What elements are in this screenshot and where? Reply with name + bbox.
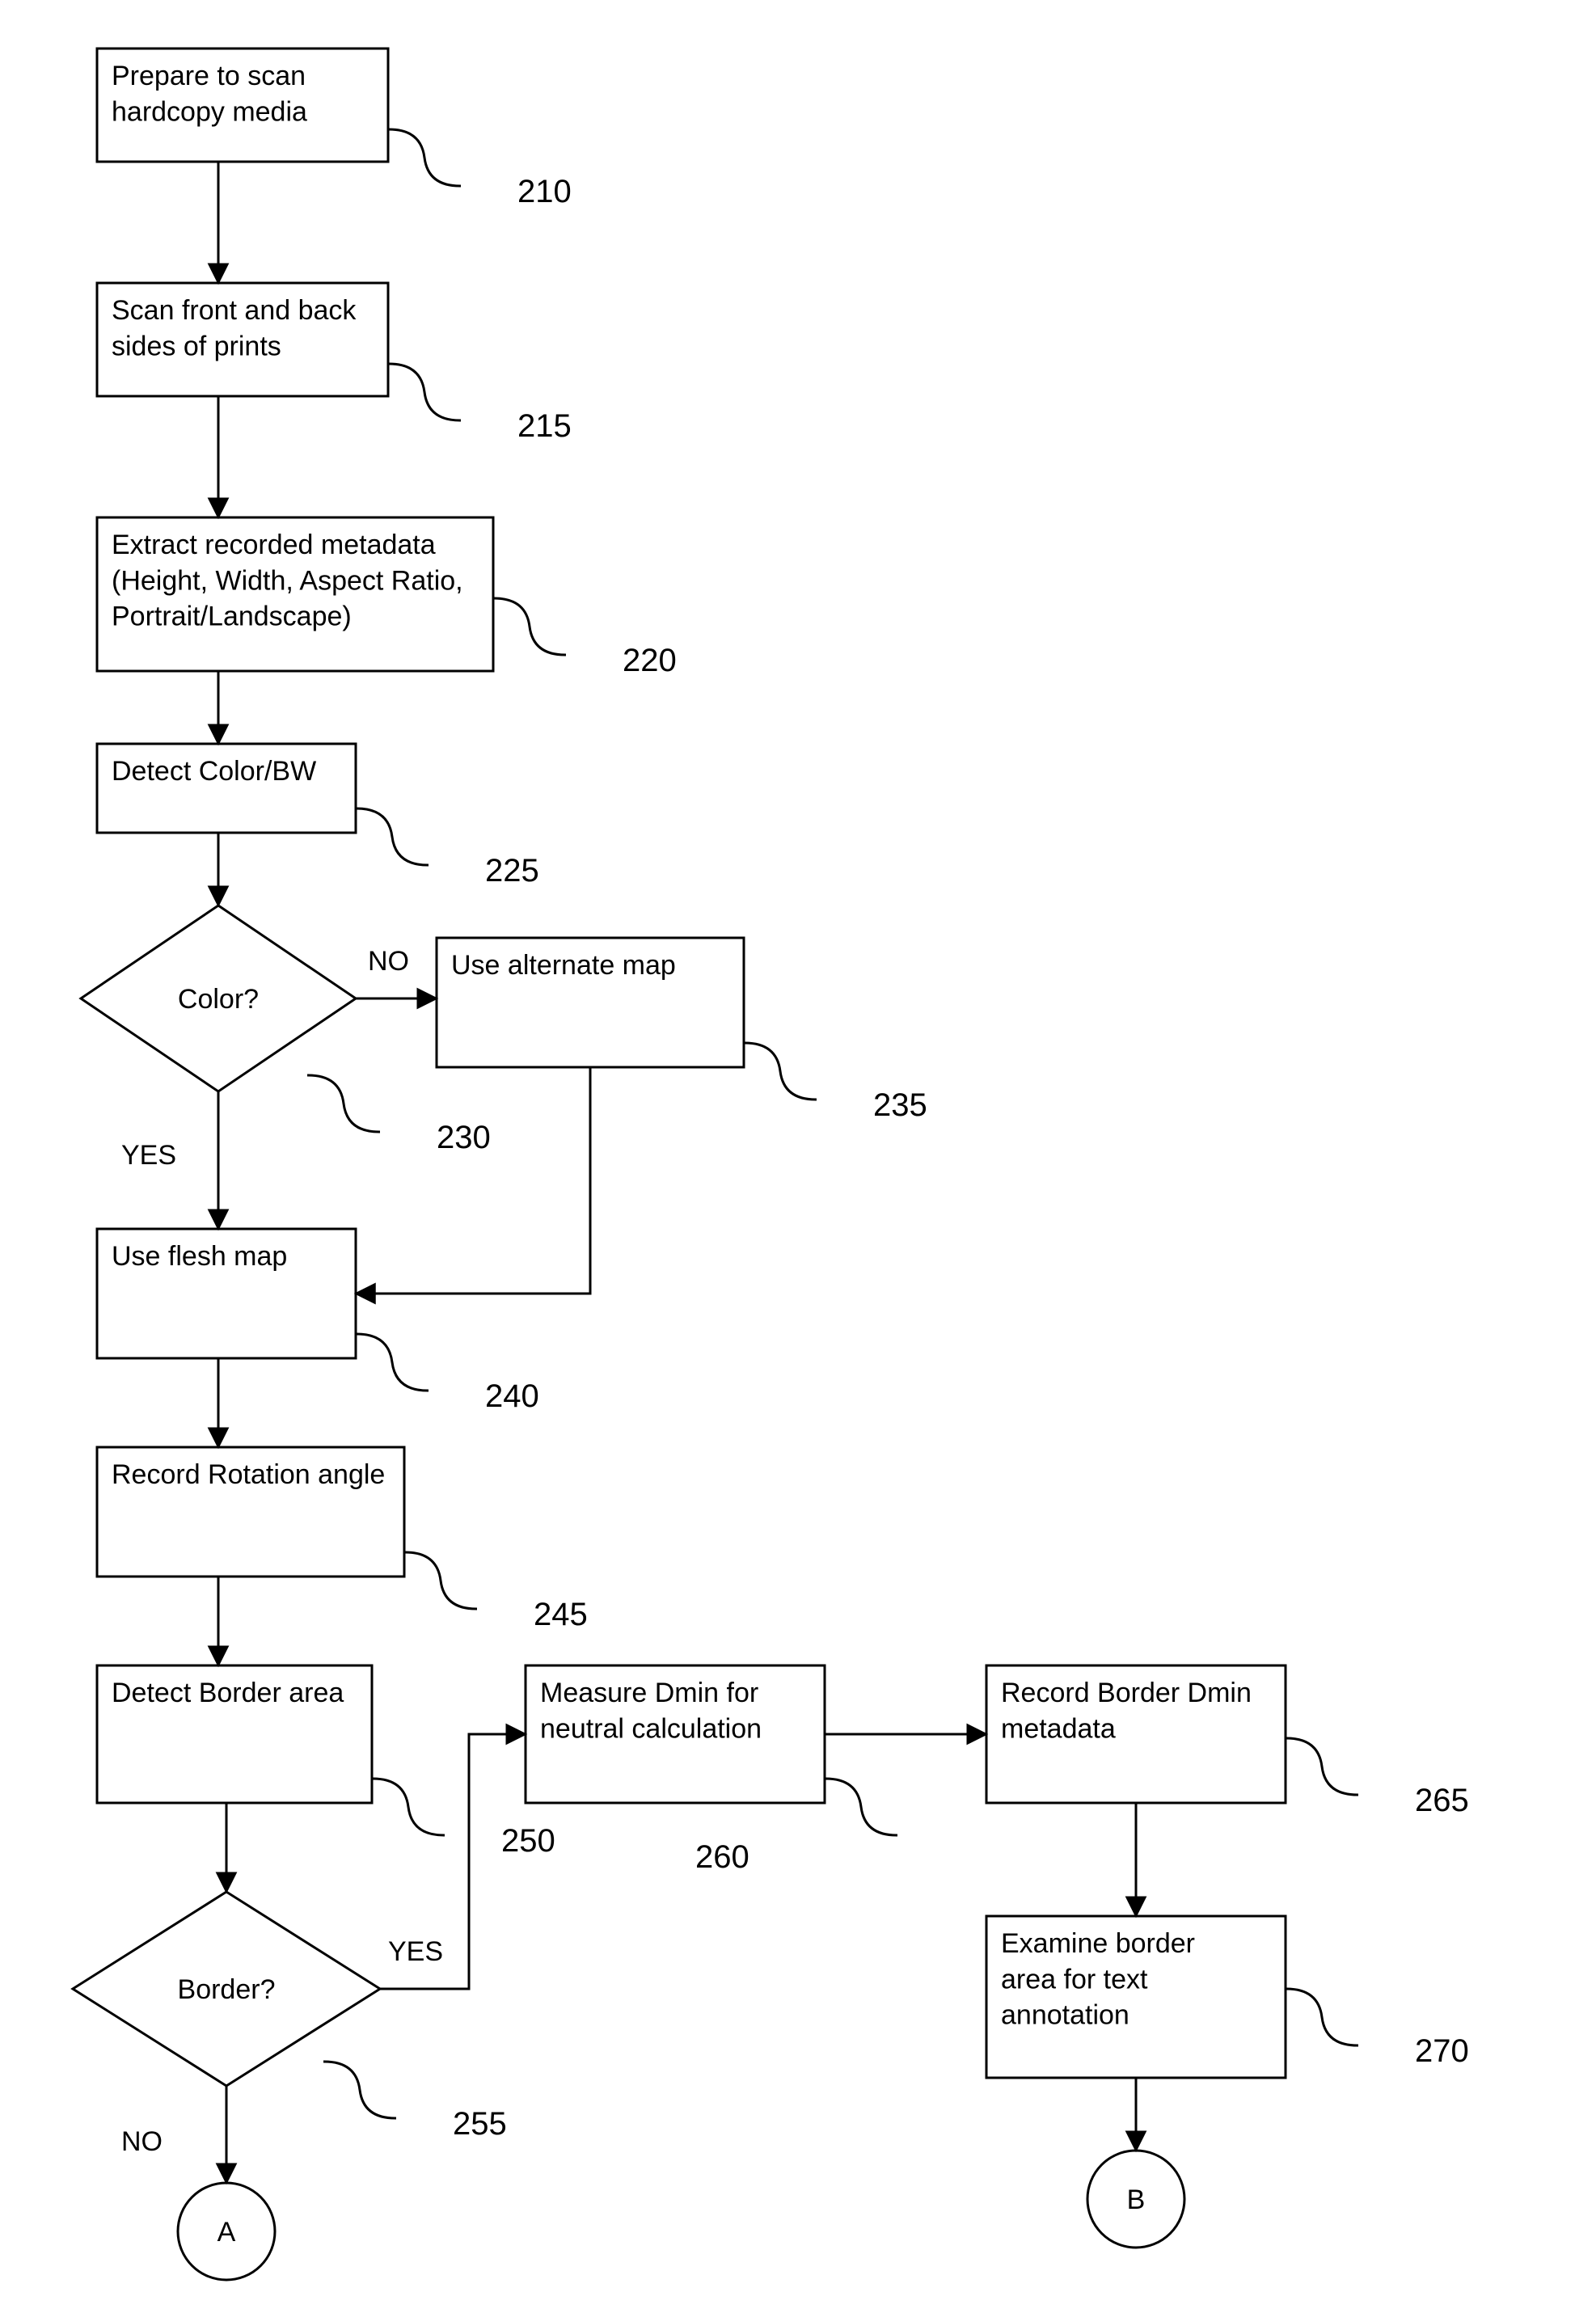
svg-text:Record Border Dmin: Record Border Dmin — [1001, 1678, 1252, 1708]
ref-label: 265 — [1415, 1783, 1469, 1818]
svg-text:Record Rotation angle: Record Rotation angle — [112, 1459, 385, 1490]
svg-text:Color?: Color? — [178, 984, 259, 1015]
callout-squiggle — [404, 1552, 477, 1609]
svg-text:Detect Color/BW: Detect Color/BW — [112, 756, 316, 787]
callout-squiggle — [1286, 1989, 1358, 2045]
node-n260: Measure Dmin for neutral calculation — [526, 1665, 825, 1803]
ref-label: 245 — [534, 1597, 588, 1632]
ref-label: 260 — [695, 1839, 749, 1875]
callout-squiggle — [356, 1334, 429, 1391]
svg-text:Prepare to scan: Prepare to scan — [112, 61, 306, 91]
node-n265: Record Border Dmin metadata — [986, 1665, 1286, 1803]
callout-squiggle — [388, 364, 461, 420]
svg-text:Use alternate map: Use alternate map — [451, 950, 676, 981]
node-n220: Extract recorded metadata (Height, Width,… — [97, 517, 493, 671]
svg-text:Detect Border area: Detect Border area — [112, 1678, 344, 1708]
callout-squiggle — [323, 2062, 396, 2118]
svg-text:Scan front and back: Scan front and back — [112, 295, 357, 326]
ref-label: 250 — [501, 1823, 555, 1859]
svg-text:annotation: annotation — [1001, 2000, 1129, 2031]
ref-label: 220 — [623, 643, 677, 678]
node-n245: Record Rotation angle — [97, 1447, 404, 1577]
ref-label: 255 — [453, 2106, 507, 2142]
callout-squiggle — [372, 1779, 445, 1835]
svg-text:B: B — [1127, 2184, 1146, 2215]
flowchart-canvas: Prepare to scan hardcopy media Scan front … — [0, 0, 1596, 2309]
node-n210: Prepare to scan hardcopy media — [97, 49, 388, 162]
svg-text:Portrait/Landscape): Portrait/Landscape) — [112, 602, 352, 632]
svg-text:area for text: area for text — [1001, 1964, 1148, 1995]
ref-label: 240 — [485, 1378, 539, 1414]
node-n235: Use alternate map — [437, 938, 744, 1067]
node-n270: Examine border area for text annotation — [986, 1916, 1286, 2078]
callout-squiggle — [356, 808, 429, 865]
node-n215: Scan front and back sides of prints — [97, 283, 388, 396]
edge-label: YES — [121, 1140, 176, 1171]
svg-text:Use flesh map: Use flesh map — [112, 1241, 287, 1272]
node-n230: Color? — [81, 905, 356, 1091]
flow-edge — [356, 1067, 590, 1294]
svg-text:(Height, Width, Aspect Ratio,: (Height, Width, Aspect Ratio, — [112, 565, 463, 596]
svg-text:metadata: metadata — [1001, 1713, 1116, 1744]
node-connA: A — [178, 2183, 275, 2280]
callout-squiggle — [307, 1075, 380, 1132]
svg-text:Border?: Border? — [178, 1974, 276, 2005]
svg-text:A: A — [217, 2217, 236, 2248]
ref-label: 215 — [517, 408, 572, 444]
ref-label: 270 — [1415, 2033, 1469, 2069]
edge-label: NO — [121, 2126, 163, 2157]
ref-label: 235 — [873, 1087, 927, 1123]
node-n225: Detect Color/BW — [97, 744, 356, 833]
node-n250: Detect Border area — [97, 1665, 372, 1803]
node-n255: Border? — [73, 1892, 380, 2086]
callout-squiggle — [493, 598, 566, 655]
ref-label: 225 — [485, 853, 539, 889]
svg-text:sides of prints: sides of prints — [112, 331, 281, 361]
callout-squiggle — [1286, 1738, 1358, 1795]
edge-label: NO — [368, 946, 409, 977]
edge-label: YES — [388, 1936, 443, 1967]
svg-text:Examine border: Examine border — [1001, 1928, 1195, 1959]
callout-squiggle — [388, 129, 461, 186]
svg-text:Extract recorded metadata: Extract recorded metadata — [112, 530, 436, 560]
ref-label: 210 — [517, 174, 572, 209]
svg-text:neutral calculation: neutral calculation — [540, 1713, 762, 1744]
ref-label: 230 — [437, 1120, 491, 1155]
node-n240: Use flesh map — [97, 1229, 356, 1358]
callout-squiggle — [825, 1779, 897, 1835]
svg-text:Measure Dmin for: Measure Dmin for — [540, 1678, 758, 1708]
callout-squiggle — [744, 1043, 817, 1100]
node-connB: B — [1087, 2151, 1184, 2248]
svg-text:hardcopy media: hardcopy media — [112, 96, 307, 127]
